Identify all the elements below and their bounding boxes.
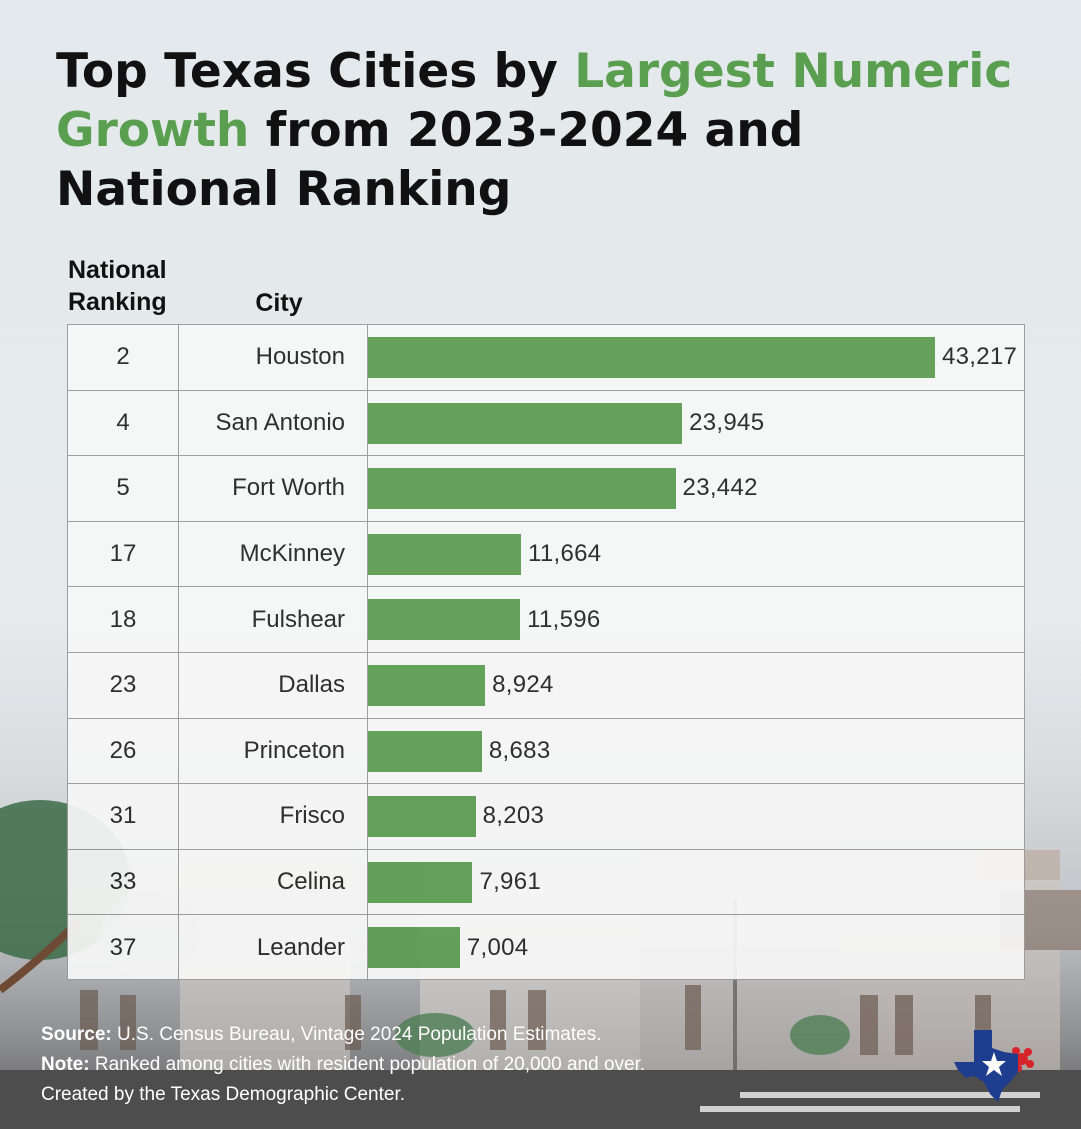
national-rank-cell: 23 xyxy=(68,653,179,718)
growth-bar xyxy=(368,337,935,378)
footer-notes: Source: U.S. Census Bureau, Vintage 2024… xyxy=(41,1020,901,1110)
bar-value-label: 8,683 xyxy=(488,736,551,764)
bar-value-label: 23,442 xyxy=(682,474,758,502)
national-rank-cell: 18 xyxy=(68,587,179,652)
city-name-cell: San Antonio xyxy=(179,390,368,456)
bar-value-label: 11,596 xyxy=(527,605,601,633)
national-rank-cell: 2 xyxy=(68,325,179,390)
growth-bar xyxy=(368,665,486,706)
title-highlight: Largest Numeric Growth xyxy=(56,44,1013,158)
source-line: Source: U.S. Census Bureau, Vintage 2024… xyxy=(41,1020,901,1050)
table-row: 26 Princeton 8,683 xyxy=(68,718,1024,785)
national-ranking-header: National Ranking xyxy=(68,256,167,316)
growth-bar xyxy=(368,402,683,444)
national-rank-cell: 4 xyxy=(68,390,179,456)
texas-star-icon xyxy=(954,1030,1034,1102)
table-row: 23 Dallas 8,924 xyxy=(68,653,1024,719)
table-row: 2 Houston 43,217 xyxy=(68,325,1024,391)
title-part1: Top Texas Cities by xyxy=(56,44,575,99)
national-rank-cell: 26 xyxy=(68,718,179,784)
ranking-bar-table: 2 Houston 43,217 4 San Antonio 23,945 5 Fort Wo… xyxy=(67,324,1025,981)
city-name-cell: Fort Worth xyxy=(179,456,368,521)
national-rank-cell: 31 xyxy=(68,784,179,849)
note-label: Note: xyxy=(41,1054,90,1075)
bar-value-label: 11,664 xyxy=(528,540,602,568)
city-name-cell: Houston xyxy=(179,325,368,390)
source-label: Source: xyxy=(41,1024,112,1045)
table-row: 33 Celina 7,961 xyxy=(68,849,1024,916)
growth-bar xyxy=(368,796,476,838)
table-row: 17 McKinney 11,664 xyxy=(68,521,1024,588)
growth-bar xyxy=(368,533,522,575)
source-text: U.S. Census Bureau, Vintage 2024 Populat… xyxy=(111,1024,602,1045)
city-name-cell: Frisco xyxy=(179,784,368,849)
city-name-cell: Celina xyxy=(179,849,368,915)
table-row: 18 Fulshear 11,596 xyxy=(68,587,1024,653)
city-name-cell: Fulshear xyxy=(179,587,368,652)
growth-bar xyxy=(368,730,482,772)
table-row: 37 Leander 7,004 xyxy=(68,915,1024,981)
note-line: Note: Ranked among cities with resident … xyxy=(41,1050,901,1080)
growth-bar xyxy=(368,468,676,510)
national-rank-cell: 33 xyxy=(68,849,179,915)
city-name-cell: McKinney xyxy=(179,521,368,587)
chart-title: Top Texas Cities by Largest Numeric Grow… xyxy=(56,42,1036,219)
table-row: 31 Frisco 8,203 xyxy=(68,784,1024,850)
bar-value-label: 23,945 xyxy=(689,408,765,436)
growth-bar xyxy=(368,599,521,641)
city-name-cell: Dallas xyxy=(179,653,368,718)
bar-value-label: 8,924 xyxy=(492,671,554,699)
national-rank-cell: 5 xyxy=(68,456,179,521)
growth-bar xyxy=(368,861,473,903)
city-header: City xyxy=(255,289,303,317)
bar-value-label: 7,961 xyxy=(479,868,541,896)
created-by-line: Created by the Texas Demographic Center. xyxy=(41,1084,406,1105)
growth-bar xyxy=(368,927,460,969)
city-name-cell: Princeton xyxy=(179,718,368,784)
table-row: 4 San Antonio 23,945 xyxy=(68,390,1024,457)
bar-value-label: 43,217 xyxy=(942,343,1018,371)
city-name-cell: Leander xyxy=(179,915,368,981)
table-row: 5 Fort Worth 23,442 xyxy=(68,456,1024,522)
national-rank-cell: 17 xyxy=(68,521,179,587)
bar-value-label: 8,203 xyxy=(482,802,545,830)
note-text: Ranked among cities with resident popula… xyxy=(89,1054,646,1075)
bar-value-label: 7,004 xyxy=(466,934,529,962)
national-rank-cell: 37 xyxy=(68,915,179,981)
title-part2: from 2023-2024 and National Ranking xyxy=(56,103,804,217)
